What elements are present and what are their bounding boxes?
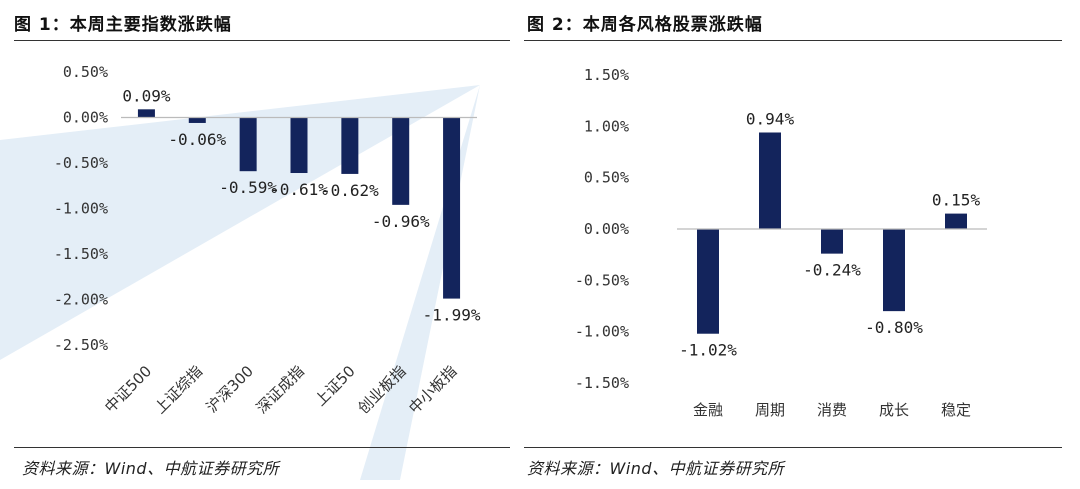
data-label: -0.61% — [270, 180, 328, 199]
figure-1-source: 资料来源：Wind、中航证券研究所 — [22, 459, 280, 478]
category-label: 上证综指 — [151, 362, 206, 417]
figure-1-title: 图 1：本周主要指数涨跌幅 — [14, 15, 232, 35]
y-tick-label: 1.50% — [584, 66, 629, 84]
y-tick-label: 0.00% — [584, 220, 629, 238]
y-tick-label: 0.50% — [63, 63, 108, 81]
figure-1-bottom-rule — [14, 447, 510, 448]
figure-2-title: 图 2：本周各风格股票涨跌幅 — [527, 15, 763, 35]
bar — [697, 229, 719, 334]
figure-2-bottom-rule — [524, 447, 1062, 448]
bar — [883, 229, 905, 312]
data-label: 0.94% — [746, 109, 795, 128]
bar — [137, 109, 155, 118]
data-label: 0.09% — [122, 86, 171, 105]
category-label: 沪深300 — [203, 362, 257, 416]
y-tick-label: -0.50% — [54, 154, 108, 172]
bar — [188, 117, 206, 123]
y-tick-label: -2.00% — [54, 291, 108, 309]
y-tick-label: 1.00% — [584, 117, 629, 135]
category-label: 消费 — [817, 401, 847, 419]
category-label: 中证500 — [101, 362, 155, 416]
data-label: -0.59% — [219, 178, 277, 197]
category-label: 金融 — [693, 401, 723, 419]
data-label: -0.62% — [321, 181, 379, 200]
bar — [341, 117, 359, 174]
category-label: 深证成指 — [253, 362, 308, 417]
y-tick-label: -1.00% — [54, 200, 108, 218]
figure-2-chart: 1.50% 1.00% 0.50% 0.00% -0.50% -1.00% -1.50% -1… — [575, 66, 987, 419]
data-label: -0.80% — [865, 318, 923, 337]
data-label: -0.24% — [803, 261, 861, 280]
y-tick-label: -1.50% — [54, 245, 108, 263]
category-label: 成长 — [879, 401, 909, 419]
figure-1-chart: 0.50% 0.00% -0.50% -1.00% -1.50% -2.00% -2.50%… — [54, 63, 481, 417]
y-tick-label: -0.50% — [575, 271, 629, 289]
data-label: 0.15% — [932, 191, 981, 210]
bar — [239, 117, 257, 172]
bar — [392, 117, 410, 205]
category-label: 中小板指 — [405, 362, 460, 417]
figure-2-source: 资料来源：Wind、中航证券研究所 — [527, 459, 785, 478]
y-tick-label: -1.50% — [575, 374, 629, 392]
data-label: -1.99% — [423, 306, 481, 325]
bar — [945, 213, 967, 229]
bar — [290, 117, 308, 174]
y-tick-label: -1.00% — [575, 323, 629, 341]
category-label: 周期 — [755, 401, 785, 419]
category-label: 创业板指 — [354, 362, 409, 417]
y-tick-label: 0.50% — [584, 169, 629, 187]
category-label: 上证50 — [311, 362, 358, 409]
bar — [443, 117, 461, 299]
category-label: 稳定 — [941, 401, 971, 419]
bar — [759, 132, 781, 229]
figure-1-top-rule — [14, 40, 510, 41]
figure-2-top-rule — [524, 40, 1062, 41]
data-label: -1.02% — [679, 341, 737, 360]
bar — [821, 229, 843, 254]
y-tick-label: 0.00% — [63, 109, 108, 127]
y-tick-label: -2.50% — [54, 336, 108, 354]
data-label: -0.96% — [372, 212, 430, 231]
data-label: -0.06% — [168, 130, 226, 149]
